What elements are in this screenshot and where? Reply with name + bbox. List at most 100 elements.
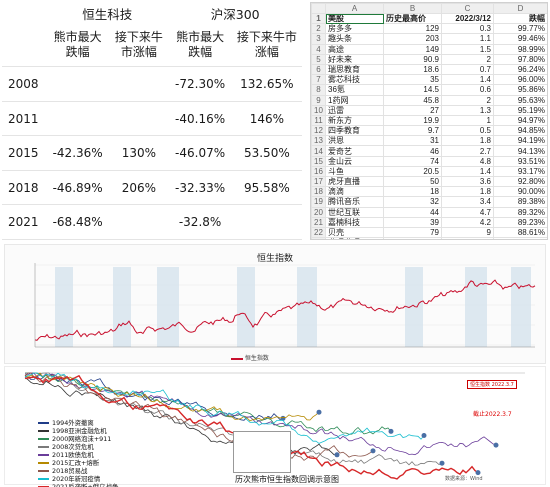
sheet-cell[interactable]: 97.80% (493, 53, 547, 65)
sheet-cell[interactable]: 95.86% (493, 84, 547, 96)
sheet-cell[interactable]: 滴滴 (325, 186, 384, 198)
sheet-row[interactable]: 11 新东方 19.9 1 94.97% (311, 114, 547, 127)
sheet-cell[interactable]: 瑞思教育 (325, 63, 384, 76)
column-header[interactable]: A (325, 3, 384, 14)
sheet-cell[interactable]: 27 (383, 104, 442, 116)
sheet-cell[interactable]: 32 (383, 196, 442, 208)
row-number[interactable]: 20 (311, 206, 326, 218)
column-header[interactable]: C (441, 3, 494, 14)
sheet-cell[interactable]: 9 (441, 226, 494, 239)
sheet-cell[interactable]: 0.7 (441, 63, 494, 76)
sheet-cell[interactable]: 斗鱼 (325, 165, 384, 178)
row-number[interactable]: 15 (311, 155, 326, 167)
sheet-cell[interactable]: 90.9 (383, 53, 442, 65)
sheet-row[interactable]: 19 腾讯音乐 32 3.4 89.38% (311, 196, 547, 208)
row-number[interactable]: 8 (311, 84, 326, 96)
sheet-cell[interactable]: 14.5 (383, 84, 442, 96)
sheet-cell[interactable]: 美股 (325, 12, 384, 25)
sheet-row[interactable]: 10 迅雷 27 1.3 95.19% (311, 104, 547, 116)
sheet-cell[interactable]: 1.8 (441, 186, 494, 198)
row-number[interactable]: 19 (311, 196, 326, 208)
sheet-cell[interactable]: 跌幅 (493, 12, 547, 25)
sheet-cell[interactable]: 149 (383, 43, 442, 55)
sheet-cell[interactable]: 31 (383, 135, 442, 147)
sheet-cell[interactable]: 1.3 (441, 104, 494, 116)
sheet-cell[interactable]: 44 (383, 206, 442, 218)
sheet-cell[interactable]: 94.97% (493, 114, 547, 127)
sheet-row[interactable]: 15 金山云 74 4.8 93.51% (311, 155, 547, 167)
sheet-cell[interactable]: 0.5 (441, 125, 494, 137)
sheet-cell[interactable]: 3.6 (441, 175, 494, 188)
sheet-row[interactable]: 2 房多多 129 0.3 99.77% (311, 23, 547, 35)
sheet-row[interactable]: 16 斗鱼 20.5 1.4 93.17% (311, 165, 547, 178)
sheet-cell[interactable]: 1.4 (441, 74, 494, 86)
sheet-cell[interactable]: 1.1 (441, 33, 494, 45)
row-number[interactable]: 2 (311, 23, 326, 35)
row-number[interactable]: 1 (311, 12, 326, 25)
sheet-cell[interactable]: 0.3 (441, 23, 494, 35)
sheet-cell[interactable]: 世纪互联 (325, 206, 384, 218)
sheet-row[interactable]: 3 趣头条 203 1.1 99.46% (311, 33, 547, 45)
sheet-cell[interactable]: 129 (383, 23, 442, 35)
sheet-cell[interactable]: 1药网 (325, 94, 384, 106)
sheet-row[interactable]: 23哔哩哔哩1571987.90% (311, 237, 547, 239)
us-stocks-spreadsheet[interactable]: A B C D 1 美股 历史最高价 2022/3/12 跌幅 2 房多多 129 0… (310, 2, 548, 240)
row-number[interactable]: 12 (311, 125, 326, 137)
sheet-cell[interactable]: 45.8 (383, 94, 442, 106)
sheet-cell[interactable]: 39 (383, 216, 442, 228)
sheet-cell[interactable]: 19 (441, 237, 494, 239)
sheet-row[interactable]: 13 洪恩 31 1.8 94.19% (311, 135, 547, 147)
sheet-cell[interactable]: 4.7 (441, 206, 494, 218)
sheet-row[interactable]: 9 1药网 45.8 2 95.63% (311, 94, 547, 106)
sheet-cell[interactable]: 2 (441, 94, 494, 106)
row-number[interactable]: 3 (311, 33, 326, 45)
sheet-cell[interactable]: 9.7 (383, 125, 442, 137)
sheet-cell[interactable]: 腾讯音乐 (325, 196, 384, 208)
sheet-row[interactable]: 22 贝壳 79 9 88.61% (311, 226, 547, 239)
row-number[interactable]: 11 (311, 114, 326, 127)
row-number[interactable]: 18 (311, 186, 326, 198)
sheet-cell[interactable]: 房多多 (325, 23, 384, 35)
sheet-cell[interactable]: 46 (383, 145, 442, 157)
sheet-cell[interactable]: 88.61% (493, 226, 547, 239)
sheet-row[interactable]: 20 世纪互联 44 4.7 89.32% (311, 206, 547, 218)
sheet-cell[interactable]: 89.32% (493, 206, 547, 218)
row-number[interactable]: 13 (311, 135, 326, 147)
sheet-row[interactable]: 12 四季教育 9.7 0.5 94.85% (311, 125, 547, 137)
column-header[interactable]: D (493, 3, 547, 14)
sheet-cell[interactable]: 3.4 (441, 196, 494, 208)
sheet-cell[interactable]: 18.6 (383, 63, 442, 76)
sheet-cell[interactable]: 89.23% (493, 216, 547, 228)
sheet-cell[interactable]: 93.51% (493, 155, 547, 167)
sheet-cell[interactable]: 金山云 (325, 155, 384, 167)
sheet-cell[interactable]: 雾芯科技 (325, 74, 384, 86)
sheet-cell[interactable]: 1.5 (441, 43, 494, 55)
sheet-cell[interactable]: 95.63% (493, 94, 547, 106)
sheet-cell[interactable]: 98.99% (493, 43, 547, 55)
sheet-row[interactable]: 5 好未来 90.9 2 97.80% (311, 53, 547, 65)
sheet-cell[interactable]: 94.13% (493, 145, 547, 157)
sheet-cell[interactable]: 好未来 (325, 53, 384, 65)
row-number[interactable]: 22 (311, 226, 326, 239)
sheet-cell[interactable]: 1.8 (441, 135, 494, 147)
sheet-cell[interactable]: 4.2 (441, 216, 494, 228)
sheet-cell[interactable]: 洪恩 (325, 135, 384, 147)
sheet-cell[interactable]: 2.7 (441, 145, 494, 157)
sheet-cell[interactable]: 2 (441, 53, 494, 65)
sheet-cell[interactable]: 贝壳 (325, 226, 384, 239)
sheet-cell[interactable]: 94.19% (493, 135, 547, 147)
row-number[interactable]: 14 (311, 145, 326, 157)
sheet-cell[interactable]: 89.38% (493, 196, 547, 208)
sheet-cell[interactable]: 19.9 (383, 114, 442, 127)
sheet-cell[interactable]: 爱奇艺 (325, 145, 384, 157)
sheet-cell[interactable]: 157 (383, 237, 442, 239)
row-number[interactable]: 4 (311, 43, 326, 55)
sheet-cell[interactable]: 0.6 (441, 84, 494, 96)
sheet-cell[interactable]: 历史最高价 (383, 12, 442, 25)
sheet-cell[interactable]: 18 (383, 186, 442, 198)
row-number[interactable]: 10 (311, 104, 326, 116)
sheet-cell[interactable]: 嘉楠科技 (325, 216, 384, 228)
sheet-cell[interactable]: 36氪 (325, 84, 384, 96)
sheet-cell[interactable]: 94.85% (493, 125, 547, 137)
row-number[interactable]: 5 (311, 53, 326, 65)
